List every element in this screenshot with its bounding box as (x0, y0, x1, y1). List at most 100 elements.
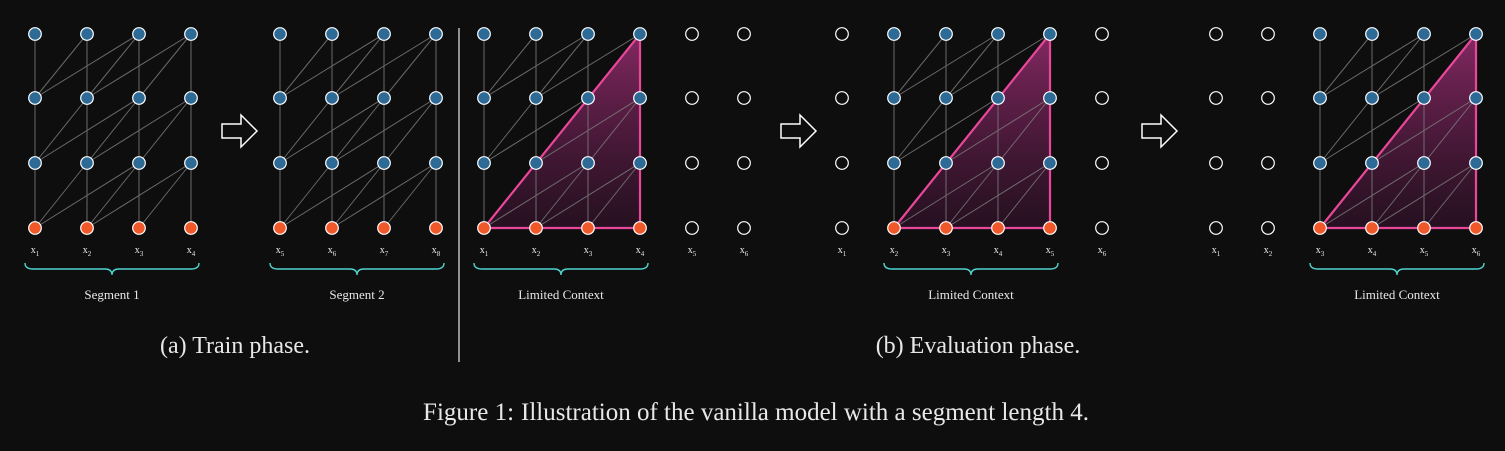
hidden-node (28, 27, 42, 41)
figure-caption-prefix: Figure 1: (423, 399, 514, 426)
x-label: x1 (480, 245, 489, 258)
brace-label: Segment 2 (329, 287, 384, 302)
edge (483, 33, 537, 99)
input-node (1417, 221, 1431, 235)
edge (1371, 33, 1425, 99)
brace-label: Limited Context (1354, 287, 1440, 302)
inactive-node (1261, 221, 1275, 235)
hidden-node (325, 27, 339, 41)
inactive-node (1209, 221, 1223, 235)
hidden-node (1469, 156, 1483, 170)
x-label: x2 (83, 245, 92, 258)
hidden-node (529, 156, 543, 170)
edge (138, 33, 192, 99)
hidden-node (1469, 27, 1483, 41)
hidden-node (1313, 27, 1327, 41)
hidden-node (429, 156, 443, 170)
hidden-node (581, 91, 595, 105)
edge (34, 97, 88, 164)
edge (587, 162, 641, 229)
input-node (529, 221, 543, 235)
figure-caption-text: Illustration of the vanilla model with a… (521, 399, 1089, 426)
x-label: x4 (1368, 245, 1377, 258)
edge (893, 97, 947, 164)
inactive-node (737, 91, 751, 105)
brace (473, 262, 649, 276)
panel-3: x1 x2 x3 x4 x5 x6 Limited Context (473, 27, 751, 302)
x-label: x5 (1046, 245, 1055, 258)
hidden-node (1043, 91, 1057, 105)
input-node (633, 221, 647, 235)
input-node (28, 221, 42, 235)
brace (269, 262, 445, 276)
x-label: x2 (532, 245, 541, 258)
edge (945, 33, 999, 99)
inactive-node (1261, 156, 1275, 170)
x-label: x6 (740, 245, 749, 258)
x-label: x6 (1098, 245, 1107, 258)
hidden-node (1365, 27, 1379, 41)
inactive-node (1209, 91, 1223, 105)
hidden-node (80, 27, 94, 41)
x-label: x5 (1420, 245, 1429, 258)
hidden-node (529, 27, 543, 41)
panel-1: x1 x2 x3 x4 Segment 1 (24, 27, 200, 302)
panels: x1 x2 x3 x4 Segment 1 x5 x6 x7 x8 Segment 2 x1 x2 x3… (24, 27, 1485, 302)
hidden-node (887, 156, 901, 170)
hidden-node (377, 91, 391, 105)
edge (138, 162, 192, 229)
input-node (325, 221, 339, 235)
hidden-node (325, 156, 339, 170)
hidden-node (377, 156, 391, 170)
hidden-node (80, 156, 94, 170)
edge (997, 162, 1051, 229)
edge (1423, 162, 1477, 229)
x-label: x1 (31, 245, 40, 258)
hidden-node (273, 91, 287, 105)
hidden-node (477, 27, 491, 41)
figure-caption: Figure 1: Illustration of the vanilla mod… (423, 399, 1089, 426)
edge (34, 162, 88, 229)
input-node (887, 221, 901, 235)
input-node (477, 221, 491, 235)
hidden-node (939, 27, 953, 41)
x-label: x5 (276, 245, 285, 258)
x-label: x6 (1472, 245, 1481, 258)
hidden-node (887, 91, 901, 105)
hidden-node (184, 156, 198, 170)
right-arrow-icon (780, 113, 818, 149)
hidden-node (28, 91, 42, 105)
input-node (273, 221, 287, 235)
hidden-node (939, 156, 953, 170)
input-node (132, 221, 146, 235)
input-node (1043, 221, 1057, 235)
x-label: x3 (584, 245, 593, 258)
input-node (1469, 221, 1483, 235)
input-node (1313, 221, 1327, 235)
inactive-node (685, 91, 699, 105)
hidden-node (132, 91, 146, 105)
edge (383, 97, 437, 164)
edges (279, 33, 437, 229)
inactive-node (1095, 221, 1109, 235)
inactive-node (1095, 91, 1109, 105)
inactive-node (835, 156, 849, 170)
x-label: x2 (1264, 245, 1273, 258)
inactive-node (835, 27, 849, 41)
inactive-node (737, 27, 751, 41)
x-label: x4 (187, 245, 196, 258)
train-phase-caption: (a) Train phase. (160, 333, 310, 359)
x-label: x1 (838, 245, 847, 258)
x-label: x7 (380, 245, 389, 258)
hidden-node (184, 27, 198, 41)
hidden-node (991, 91, 1005, 105)
x-label: x8 (432, 245, 441, 258)
edge (138, 97, 192, 164)
brace-label: Segment 1 (84, 287, 139, 302)
edge (34, 33, 88, 99)
edge (535, 162, 589, 229)
panel-4: x1 x2 x3 x4 x5 x6 Limited Context (835, 27, 1109, 302)
hidden-node (1469, 91, 1483, 105)
input-node (184, 221, 198, 235)
